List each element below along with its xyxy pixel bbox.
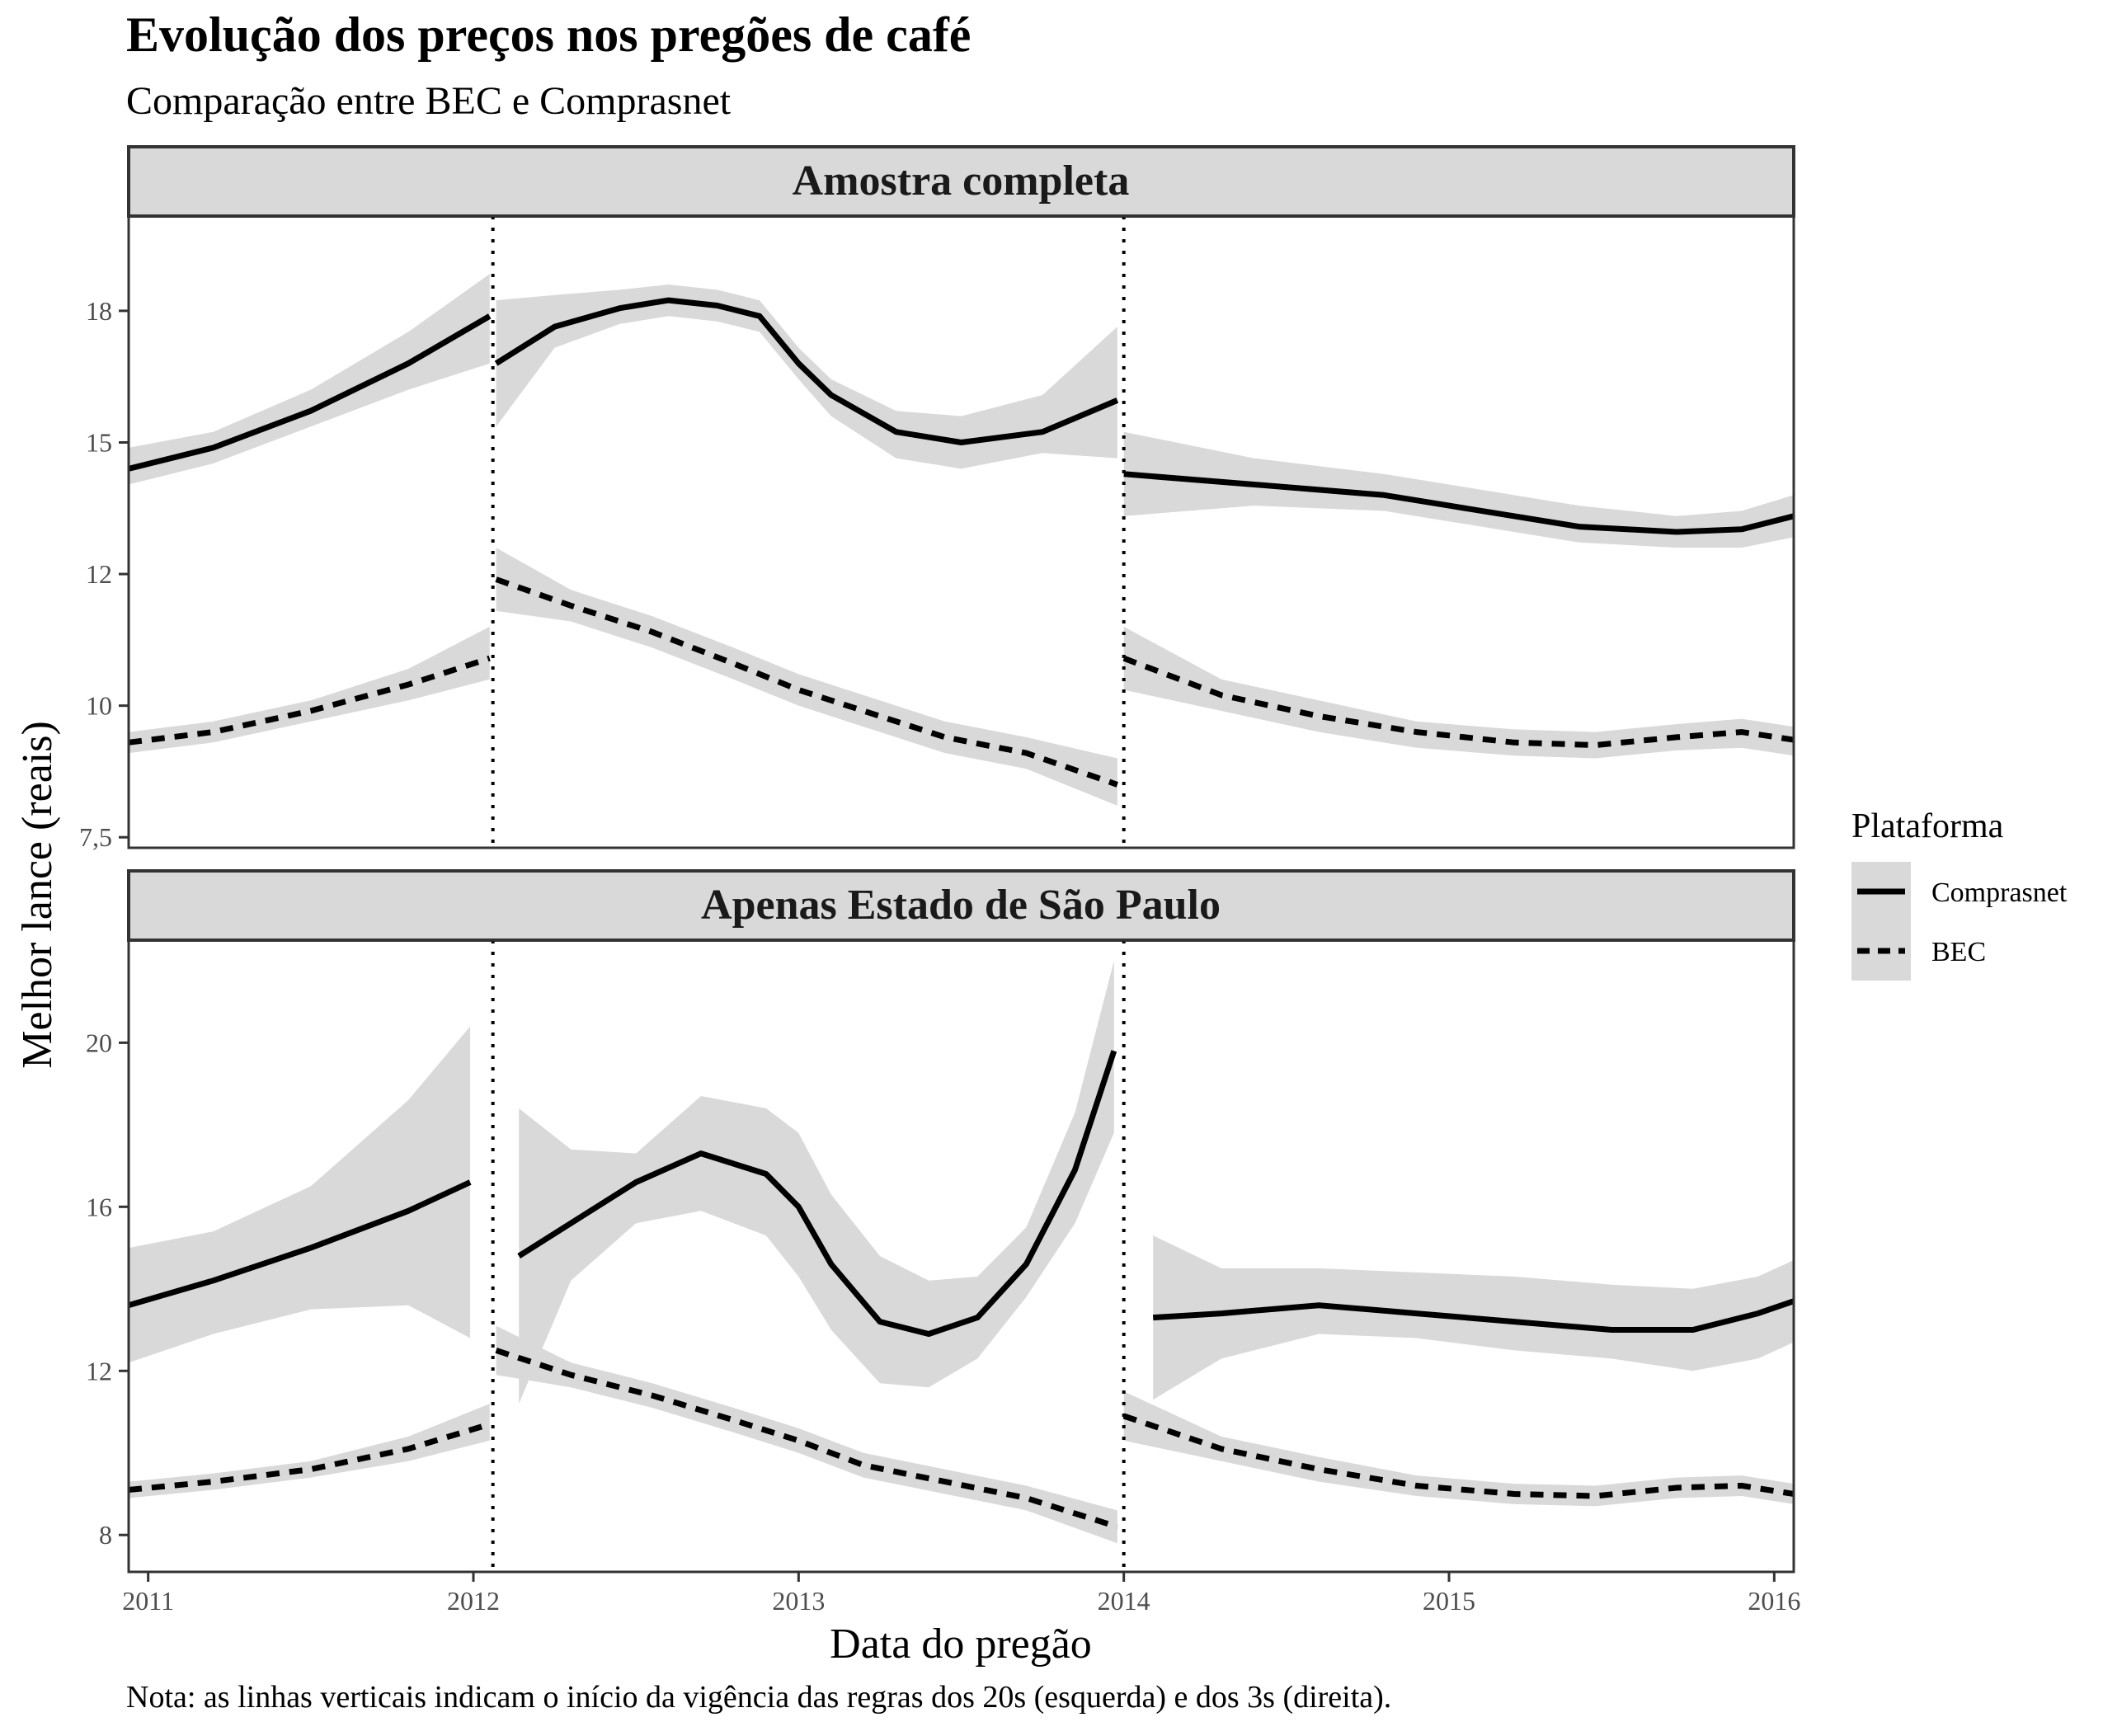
panel-2-plot: 8 12 16 20: [86, 940, 1795, 1572]
ribbon-p1-bec-seg3: [1123, 626, 1794, 759]
x-tick-label-1: 2011: [122, 1586, 174, 1616]
legend-label-bec: BEC: [1931, 937, 1986, 967]
chart-title: Evolução dos preços nos pregões de café: [126, 7, 971, 62]
ribbon-p2-bec-seg3: [1123, 1391, 1794, 1507]
y-tick-label-p2-3: 16: [86, 1192, 112, 1221]
series-line-p1-bec-seg3: [1122, 655, 1795, 748]
series-line-p1-comprasnet-seg1: [128, 313, 492, 472]
y-tick-label-p1-3: 12: [86, 559, 112, 589]
series-line-p1-comprasnet-seg3: [1123, 471, 1795, 535]
series-line-p2-bec-seg1: [128, 1421, 491, 1493]
panel-2-frame: [127, 939, 1795, 1574]
ribbon-p1-comprasnet-seg3: [1123, 431, 1794, 548]
ribbon-p1-bec-seg1: [129, 626, 490, 754]
series-line-p2-bec-seg3: [1122, 1413, 1795, 1499]
series-line-p1-bec-seg1: [128, 655, 491, 746]
y-tick-label-p1-1: 7,5: [79, 822, 112, 852]
x-axis: 2011 2012 2013 2014 2015 2016: [122, 1572, 1800, 1616]
y-tick-label-p2-2: 12: [86, 1356, 112, 1386]
ribbon-p1-comprasnet-seg1: [129, 274, 490, 485]
x-tick-label-3: 2013: [772, 1586, 825, 1616]
legend: Plataforma Comprasnet BEC: [1851, 807, 2068, 981]
panel-1-plot: 7,5 10 12 15 18: [79, 216, 1795, 852]
ribbon-p1-comprasnet-seg2: [496, 285, 1117, 469]
ribbon-p2-comprasnet-seg2: [519, 960, 1114, 1404]
x-tick-label-6: 2016: [1748, 1586, 1800, 1616]
panel-1-strip-label: Amostra completa: [793, 158, 1130, 205]
panel-2-strip-label: Apenas Estado de São Paulo: [701, 882, 1221, 929]
series-line-p2-comprasnet-seg2: [517, 1050, 1117, 1337]
panel-1-frame: [127, 214, 1795, 849]
legend-label-comprasnet: Comprasnet: [1931, 877, 2068, 908]
x-axis-label: Data do pregão: [830, 1621, 1092, 1668]
y-tick-label-p2-4: 20: [86, 1028, 112, 1057]
y-axis-label: Melhor lance (reais): [14, 721, 61, 1069]
x-tick-label-2: 2012: [447, 1586, 500, 1616]
x-tick-label-4: 2014: [1098, 1586, 1150, 1616]
series-line-p1-comprasnet-seg2: [494, 297, 1119, 445]
legend-title: Plataforma: [1851, 807, 2004, 845]
chart-note: Nota: as linhas verticais indicam o iníc…: [126, 1680, 1391, 1715]
y-tick-label-p1-4: 15: [86, 427, 112, 457]
y-tick-label-p2-1: 8: [99, 1520, 112, 1550]
series-line-p1-bec-seg2: [495, 576, 1118, 788]
chart-subtitle: Comparação entre BEC e Comprasnet: [126, 79, 732, 123]
ribbon-p2-comprasnet-seg1: [129, 1026, 471, 1363]
panel-1-strip: [127, 145, 1795, 218]
ribbon-p1-bec-seg2: [496, 548, 1117, 806]
ribbon-p2-bec-seg1: [129, 1404, 490, 1498]
x-tick-label-5: 2015: [1423, 1586, 1475, 1616]
series-line-p2-comprasnet-seg3: [1152, 1298, 1795, 1333]
y-tick-label-p1-2: 10: [86, 691, 112, 721]
ribbon-p2-bec-seg2: [496, 1325, 1117, 1544]
y-tick-label-p1-5: 18: [86, 296, 112, 326]
series-line-p2-comprasnet-seg1: [128, 1179, 472, 1309]
